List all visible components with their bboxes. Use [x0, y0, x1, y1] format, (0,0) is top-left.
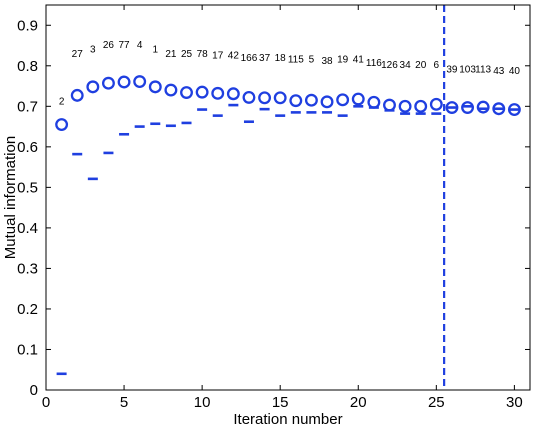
y-tick-label: 0.2 [17, 301, 38, 318]
point-label: 115 [288, 55, 304, 66]
point-label: 42 [228, 50, 240, 61]
point-label: 43 [493, 66, 505, 77]
plot-frame [45, 4, 531, 391]
circle-point [211, 86, 225, 100]
x-axis-label: Iteration number [233, 411, 342, 428]
point-label: 37 [259, 53, 271, 64]
circle-point [304, 93, 318, 107]
circle-point [258, 91, 272, 105]
y-tick-label: 0.5 [17, 179, 38, 196]
point-label: 25 [181, 49, 193, 60]
point-label: 126 [381, 60, 398, 71]
point-label: 39 [446, 64, 458, 75]
point-label: 41 [353, 55, 365, 66]
point-label: 6 [434, 60, 440, 71]
circle-point [461, 101, 474, 114]
circle-point [351, 92, 365, 106]
point-label: 2 [59, 96, 65, 107]
circle-point [507, 103, 521, 117]
point-label: 116 [366, 58, 382, 69]
point-label: 27 [72, 49, 84, 60]
circle-point [148, 80, 162, 94]
point-label: 5 [309, 55, 315, 66]
y-tick-label: 0.9 [17, 17, 38, 34]
x-tick-label: 20 [350, 394, 367, 411]
x-tick-label: 10 [194, 394, 211, 411]
circle-point [398, 99, 412, 113]
point-label: 77 [119, 40, 131, 51]
point-label: 103 [459, 64, 476, 75]
circle-point [195, 85, 209, 99]
circle-point [117, 75, 131, 89]
point-label-layer: 227 3 26 77 4 1 21 25 78 17 42 166 37 18 115 5 38 19 41 116… [59, 40, 521, 107]
point-label: 3 [90, 44, 96, 55]
y-tick-label: 0.4 [17, 220, 38, 237]
circle-point [180, 86, 193, 99]
x-tick-label: 15 [272, 394, 289, 411]
point-label: 40 [509, 66, 521, 77]
y-tick-label: 0.7 [17, 98, 38, 115]
circle-point [383, 98, 396, 112]
circle-point [70, 88, 84, 102]
x-tick-label: 0 [42, 394, 50, 411]
x-tick-label: 5 [120, 394, 128, 411]
point-label: 1 [153, 44, 159, 55]
circle-point [133, 75, 147, 89]
circle-point [273, 91, 287, 105]
circle-point [164, 83, 178, 97]
circle-point [492, 102, 506, 116]
x-tick-label: 30 [506, 394, 523, 411]
point-label: 20 [415, 60, 427, 71]
circle-point [414, 99, 428, 113]
circle-point [429, 97, 443, 111]
circle-point [367, 95, 381, 109]
circle-point [289, 94, 303, 108]
circle-point [242, 90, 256, 104]
point-label: 34 [400, 60, 412, 71]
y-tick-label: 0.6 [17, 139, 38, 156]
y-tick-label: 0.1 [17, 341, 38, 358]
y-tick-label: 0.3 [17, 260, 38, 277]
circle-point [55, 118, 69, 132]
circle-point [445, 101, 459, 114]
circle-point [320, 95, 334, 109]
point-label: 113 [475, 64, 491, 75]
point-label: 166 [241, 53, 258, 64]
y-axis-label: Mutual information [2, 136, 19, 259]
point-label: 19 [337, 55, 349, 66]
point-label: 78 [197, 49, 209, 60]
circle-point [86, 80, 100, 94]
circle-point [476, 100, 490, 114]
point-label: 26 [103, 40, 115, 51]
circle-point [336, 93, 350, 107]
point-label: 17 [212, 50, 224, 61]
point-label: 4 [137, 40, 143, 51]
circle-point [102, 76, 115, 90]
circle-point [226, 87, 240, 101]
y-tick-label: 0 [30, 382, 38, 399]
y-tick-label: 0.8 [17, 58, 38, 75]
mark-layer [55, 5, 521, 390]
point-label: 38 [321, 56, 333, 67]
x-tick-label: 25 [428, 394, 445, 411]
point-label: 21 [165, 49, 177, 60]
point-label: 18 [275, 53, 287, 64]
